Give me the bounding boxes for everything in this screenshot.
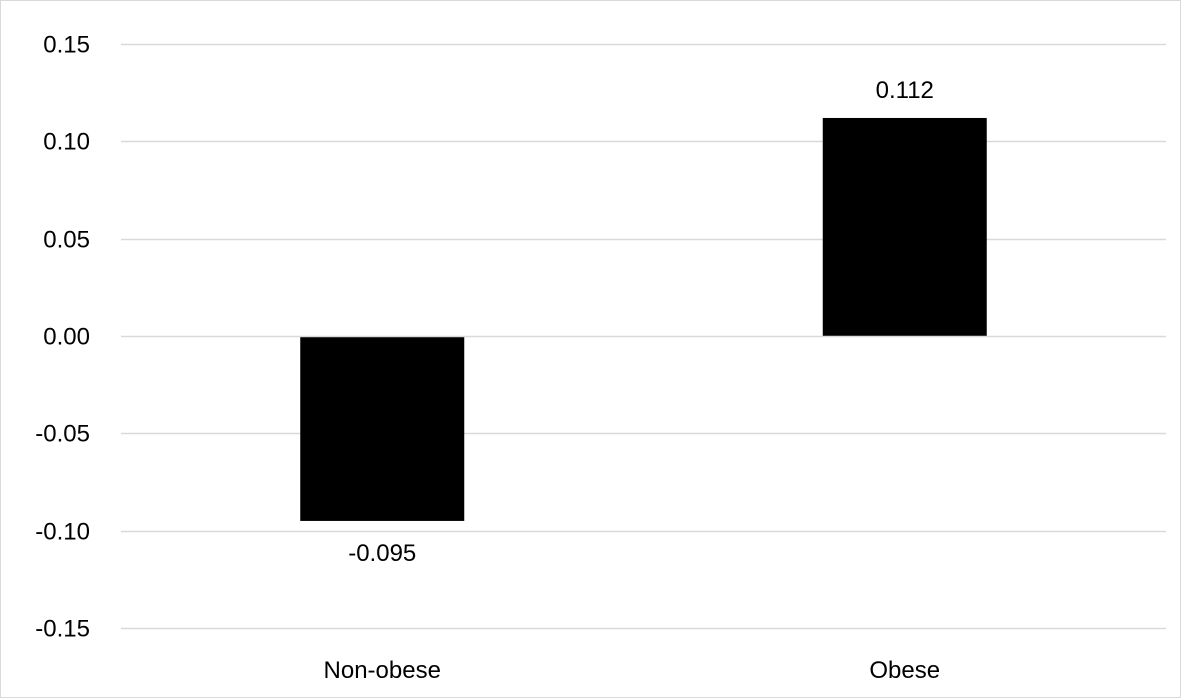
- x-category-label: Obese: [869, 657, 940, 684]
- y-tick-label: 0.05: [43, 227, 90, 254]
- bar-obese: [822, 117, 987, 337]
- y-axis-tick-labels: 0.15 0.10 0.05 0.00 -0.05 -0.10 -0.15: [35, 32, 90, 643]
- y-tick-label: -0.15: [35, 616, 90, 643]
- data-label: 0.112: [876, 77, 934, 104]
- gridlines: [121, 43, 1166, 630]
- x-axis-category-labels: Non-obese Obese: [324, 657, 941, 684]
- data-labels: -0.095 0.112: [348, 77, 934, 567]
- y-tick-label: -0.05: [35, 421, 90, 448]
- y-tick-label: 0.15: [43, 32, 90, 59]
- y-tick-label: 0.10: [43, 129, 90, 156]
- y-tick-label: -0.10: [35, 519, 90, 546]
- bars: [300, 117, 987, 521]
- x-category-label: Non-obese: [324, 657, 441, 684]
- y-tick-label: 0.00: [43, 324, 90, 351]
- bar-non-obese: [300, 336, 465, 521]
- data-label: -0.095: [348, 540, 416, 567]
